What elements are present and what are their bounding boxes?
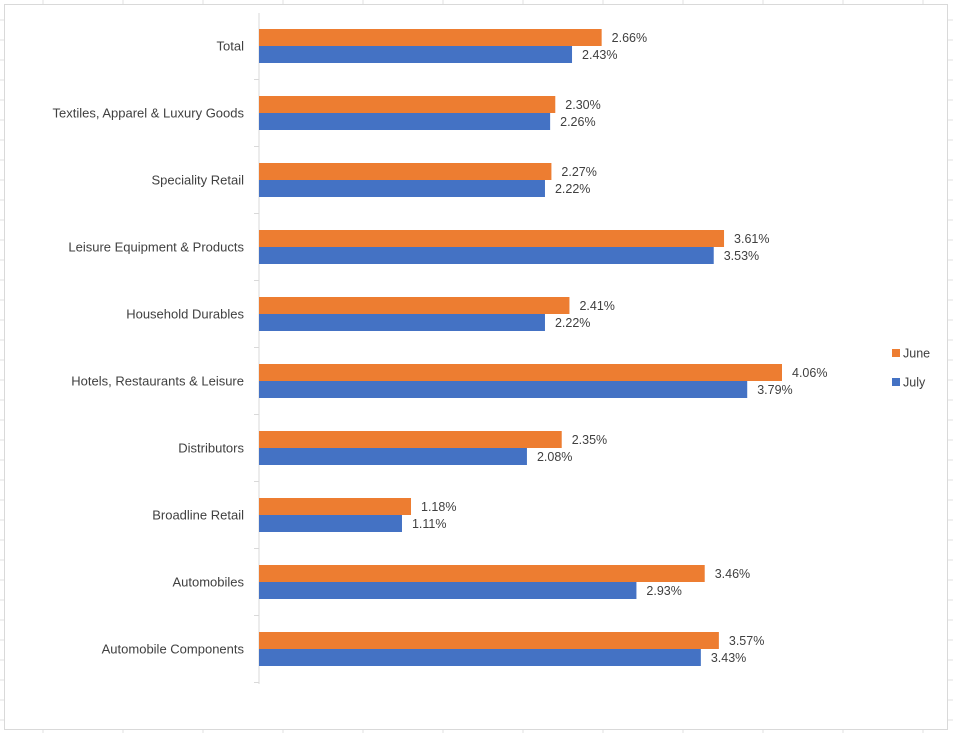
category-label: Automobile Components — [102, 642, 245, 657]
legend-swatch-july — [892, 378, 900, 386]
data-label: 1.11% — [412, 517, 447, 531]
bar-july — [259, 649, 701, 666]
category-label: Broadline Retail — [152, 508, 244, 523]
category-label: Speciality Retail — [152, 173, 245, 188]
bar-july — [259, 46, 573, 63]
legend-swatch-june — [892, 349, 900, 357]
bar-june — [259, 498, 412, 515]
data-label: 2.22% — [555, 182, 590, 196]
category-label: Total — [217, 39, 245, 54]
category-label: Leisure Equipment & Products — [68, 240, 244, 255]
data-label: 3.46% — [715, 567, 750, 581]
data-label: 3.57% — [729, 634, 764, 648]
bar-june — [259, 29, 602, 46]
bar-june — [259, 632, 719, 649]
data-label: 2.35% — [572, 433, 607, 447]
data-label: 3.61% — [734, 232, 769, 246]
chart-area[interactable]: Total 2.66% 2.43% Textiles, Apparel & Luxur… — [4, 4, 948, 730]
data-label: 3.43% — [711, 651, 746, 665]
bar-july — [259, 448, 527, 465]
legend: June July — [892, 347, 930, 390]
category-label: Hotels, Restaurants & Leisure — [71, 374, 244, 389]
data-label: 1.18% — [421, 500, 456, 514]
data-label: 3.53% — [724, 249, 759, 263]
bar-chart: Total 2.66% 2.43% Textiles, Apparel & Luxur… — [53, 13, 930, 684]
bar-june — [259, 297, 570, 314]
bar-july — [259, 180, 545, 197]
bar-june — [259, 565, 705, 582]
data-label: 2.43% — [582, 48, 617, 62]
bar-july — [259, 381, 748, 398]
data-label: 2.93% — [646, 584, 681, 598]
data-label: 2.26% — [560, 115, 595, 129]
bar-july — [259, 247, 714, 264]
legend-label: June — [903, 347, 930, 361]
data-label: 2.30% — [565, 98, 600, 112]
bar-june — [259, 364, 782, 381]
bar-july — [259, 314, 545, 331]
category-label: Textiles, Apparel & Luxury Goods — [53, 106, 245, 121]
category-label: Household Durables — [126, 307, 244, 322]
data-label: 2.08% — [537, 450, 572, 464]
category-label: Distributors — [178, 441, 244, 456]
data-label: 2.27% — [561, 165, 596, 179]
bar-june — [259, 163, 552, 180]
bar-june — [259, 431, 562, 448]
bar-july — [259, 113, 551, 130]
bar-june — [259, 96, 556, 113]
data-label: 4.06% — [792, 366, 827, 380]
data-label: 2.66% — [612, 31, 647, 45]
bar-july — [259, 582, 637, 599]
category-label: Automobiles — [172, 575, 244, 590]
legend-label: July — [903, 376, 926, 390]
data-label: 2.22% — [555, 316, 590, 330]
bar-june — [259, 230, 725, 247]
data-label: 3.79% — [757, 383, 792, 397]
bar-july — [259, 515, 402, 532]
data-label: 2.41% — [579, 299, 614, 313]
